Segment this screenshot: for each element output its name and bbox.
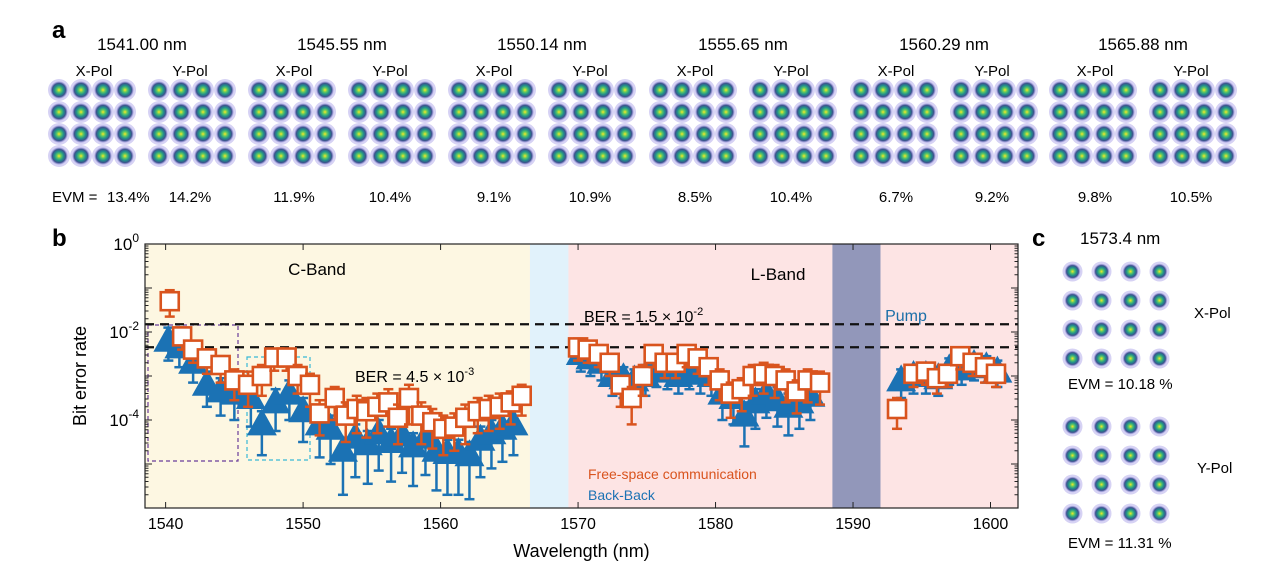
constellation-y-3 (749, 79, 837, 167)
wavelength-label-2: 1550.14 nm (497, 35, 587, 54)
fso-point-34 (599, 352, 620, 378)
constellation-x-1 (248, 79, 336, 167)
constellation-y-0 (148, 79, 236, 167)
panel-c-evm-x: EVM = 10.18 % (1068, 376, 1173, 393)
ypol-label-4: Y-Pol (974, 63, 1009, 80)
wavelength-label-4: 1560.29 nm (899, 35, 989, 54)
x-tick-label-1: 1550 (285, 516, 321, 533)
evm-x-1: 11.9% (273, 189, 314, 206)
evm-y-5: 10.5% (1170, 189, 1213, 206)
ypol-label-0: Y-Pol (172, 63, 207, 80)
evm-x-4: 6.7% (879, 189, 913, 206)
evm-y-0: 14.2% (169, 189, 212, 206)
panel-a-constellations: 1541.00 nm X-Pol Y-Pol 13.4% 14.2% 1545.55 nm… (48, 35, 1237, 206)
xpol-label-1: X-Pol (276, 63, 313, 80)
xpol-label-2: X-Pol (476, 63, 513, 80)
ypol-label-3: Y-Pol (773, 63, 808, 80)
wavelength-label-5: 1565.88 nm (1098, 35, 1188, 54)
wavelength-label-3: 1555.65 nm (698, 35, 788, 54)
panel-label-c: c (1032, 225, 1045, 252)
fso-point-54 (886, 396, 908, 431)
xpol-label-3: X-Pol (677, 63, 714, 80)
ypol-label-2: Y-Pol (572, 63, 607, 80)
constellation-x-0 (48, 79, 136, 167)
y-tick-label-0: 10-4 (109, 407, 139, 430)
panel-label-b: b (52, 225, 67, 252)
x-tick-label-6: 1600 (973, 516, 1009, 533)
threshold-label-0: BER = 1.5 × 10-2 (584, 306, 703, 326)
fso-point-37 (632, 363, 653, 398)
constellation-x-4 (850, 79, 938, 167)
wavelength-label-0: 1541.00 nm (97, 35, 187, 54)
fso-point-62 (985, 363, 1007, 389)
panel-c-constellations (1062, 261, 1170, 524)
evm-y-2: 10.9% (569, 189, 612, 206)
b2b-point-28 (498, 408, 529, 457)
region-3 (832, 244, 881, 508)
constellation-y-2 (548, 79, 636, 167)
x-tick-label-2: 1560 (423, 516, 459, 533)
x-axis-label: Wavelength (nm) (513, 541, 649, 561)
constellation-x-2 (448, 79, 536, 167)
ypol-label-5: Y-Pol (1173, 63, 1208, 80)
constellation-c-y (1062, 416, 1170, 524)
constellation-x-5 (1049, 79, 1137, 167)
evm-prefix: EVM = (52, 189, 102, 206)
ypol-label-1: Y-Pol (372, 63, 407, 80)
fso-point-11 (299, 372, 321, 409)
fso-point-9 (276, 347, 297, 372)
fso-point-13 (324, 385, 346, 422)
constellation-x-3 (649, 79, 737, 167)
region-label-0: C-Band (288, 260, 346, 279)
evm-x-3: 8.5% (678, 189, 712, 206)
fso-point-58 (937, 363, 959, 389)
fso-point-30 (511, 383, 532, 417)
panel-c-ypol-label: Y-Pol (1197, 460, 1232, 477)
ber-chart: C-Band L-Band Pump BER = 1.5 × 10-2 BER = 4.… (70, 231, 1019, 561)
x-tick-label-0: 1540 (148, 516, 184, 533)
fso-point-4 (210, 354, 231, 384)
region-label-3: Pump (885, 308, 927, 325)
y-axis-label: Bit error rate (70, 326, 90, 426)
region-1 (529, 244, 569, 508)
constellation-y-1 (348, 79, 436, 167)
series-free-space (159, 288, 1007, 457)
panel-c-xpol-label: X-Pol (1194, 305, 1231, 322)
evm-x-0: 13.4% (107, 189, 150, 206)
panel-label-a: a (52, 17, 66, 44)
fso-point-0 (159, 288, 181, 318)
wavelength-label-1: 1545.55 nm (297, 35, 387, 54)
fso-point-20 (398, 383, 420, 426)
x-tick-label-5: 1590 (835, 516, 871, 533)
x-tick-label-4: 1580 (698, 516, 734, 533)
y-tick-label-1: 10-2 (109, 319, 139, 342)
xpol-label-0: X-Pol (76, 63, 113, 80)
evm-x-2: 9.1% (477, 189, 511, 206)
panel-c-wavelength: 1573.4 nm (1080, 229, 1160, 248)
constellation-y-5 (1149, 79, 1237, 167)
x-tick-label-3: 1570 (560, 516, 596, 533)
fso-point-12 (309, 398, 330, 437)
panel-c-evm-y: EVM = 11.31 % (1068, 535, 1172, 552)
evm-x-5: 9.8% (1078, 189, 1112, 206)
fso-point-53 (809, 370, 831, 406)
evm-y-1: 10.4% (369, 189, 412, 206)
legend-free-space: Free-space communication (588, 466, 757, 482)
evm-y-3: 10.4% (770, 189, 813, 206)
region-label-2: L-Band (751, 265, 806, 284)
constellation-c-x (1062, 261, 1170, 369)
b2b-point-8 (260, 386, 291, 433)
evm-y-4: 9.2% (975, 189, 1009, 206)
y-tick-label-2: 100 (113, 231, 139, 254)
constellation-y-4 (950, 79, 1038, 167)
legend-back-back: Back-Back (588, 487, 656, 503)
xpol-label-4: X-Pol (878, 63, 915, 80)
threshold-label-1: BER = 4.5 × 10-3 (355, 366, 474, 386)
xpol-label-5: X-Pol (1077, 63, 1114, 80)
fso-point-36 (621, 385, 642, 426)
